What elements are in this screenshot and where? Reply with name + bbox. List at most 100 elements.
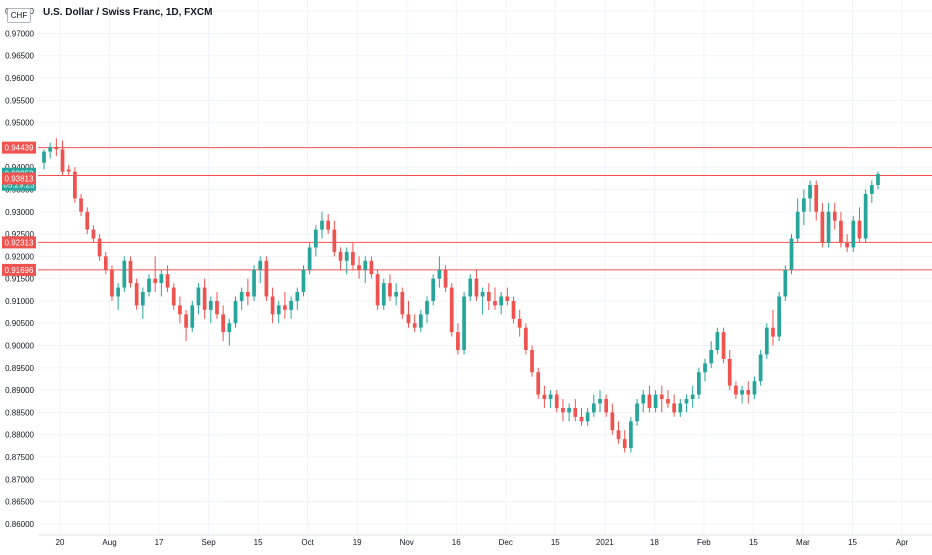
candle [493, 287, 497, 310]
candle [97, 234, 102, 261]
y-tick-label: 0.96500 [5, 52, 34, 61]
candle [270, 287, 275, 324]
candle [647, 385, 652, 413]
candle [246, 278, 250, 306]
candle-body [653, 394, 658, 408]
candle-body [351, 251, 355, 266]
candle-body [684, 399, 689, 404]
x-tick-label: Mar [796, 538, 810, 547]
level-label-bg [2, 172, 36, 185]
candle-body [412, 323, 417, 328]
candle [215, 292, 219, 319]
y-tick-label: 0.89000 [5, 386, 34, 395]
candle [740, 385, 744, 404]
candle-body [190, 305, 195, 328]
candle-body [289, 300, 293, 310]
y-tick-label: 0.86000 [5, 520, 34, 529]
candle-body [462, 296, 466, 350]
candle-body [567, 407, 571, 413]
candle [221, 305, 226, 342]
candle-body [814, 185, 819, 212]
candle-body [122, 260, 127, 288]
candle [208, 296, 213, 324]
candle-body [486, 292, 491, 301]
candle-body [202, 287, 207, 310]
candle-body [832, 211, 837, 221]
level-label-bg [2, 263, 36, 276]
level-label: 0.93813 [2, 172, 36, 185]
candle [147, 274, 151, 297]
candle-body [406, 314, 411, 324]
y-tick-label: 0.90500 [5, 319, 34, 328]
candle [307, 242, 312, 275]
candle-body [301, 269, 306, 293]
candle-body [307, 247, 312, 270]
candle-body [579, 416, 584, 422]
candle [134, 278, 139, 310]
candle [313, 225, 318, 257]
candle [443, 265, 448, 293]
candle-body [771, 327, 775, 337]
candle-body [295, 292, 300, 301]
candle-body [140, 292, 145, 306]
y-tick-label: 0.90000 [5, 342, 34, 351]
candle [517, 309, 522, 337]
candle-body [839, 220, 843, 243]
candle [227, 318, 232, 346]
candle [295, 287, 300, 310]
candle [727, 349, 732, 391]
candle-body [388, 283, 392, 297]
candle [338, 247, 343, 270]
candle [381, 278, 386, 310]
candle-body [764, 327, 769, 355]
candle [567, 403, 571, 422]
candle [153, 256, 158, 293]
candle-body [474, 278, 479, 297]
candle [252, 265, 256, 301]
candle-body [548, 394, 553, 400]
candle-body [103, 256, 108, 270]
candle-body [727, 358, 732, 386]
candle [320, 211, 324, 239]
candle-body [808, 185, 812, 199]
x-tick-label: Apr [896, 538, 909, 547]
candle [616, 421, 621, 444]
candle-body [270, 296, 275, 315]
candle-body [851, 220, 856, 248]
candle [388, 274, 392, 301]
symbol-badge[interactable]: CHF [7, 8, 31, 23]
candle [456, 323, 460, 355]
candle-body [258, 260, 263, 270]
candle [591, 394, 596, 417]
candle-body [678, 403, 683, 413]
x-tick-label: Nov [400, 538, 414, 547]
candle-body [357, 265, 361, 270]
y-tick-label: 0.86500 [5, 498, 34, 507]
candle-body [134, 283, 139, 306]
candle [641, 390, 646, 413]
candle [344, 247, 349, 275]
candle-body [79, 198, 83, 212]
candle-body [530, 349, 534, 373]
candle-body [703, 363, 707, 373]
candle [178, 296, 182, 324]
candle-body [672, 403, 676, 413]
candle-body [221, 314, 226, 333]
candle [48, 142, 53, 159]
candle [190, 300, 195, 333]
candle [511, 296, 516, 324]
price-labels: 0.944390.938130.923130.916960.9385305:29… [2, 141, 36, 276]
candle-body [505, 296, 510, 301]
candle-body [573, 407, 578, 417]
candle-body [629, 421, 633, 449]
candle-body [264, 260, 269, 297]
candle-body [795, 211, 800, 239]
candle-body [758, 354, 763, 382]
candle-body [42, 151, 46, 163]
candle-body [215, 300, 219, 315]
x-tick-label: Sep [201, 538, 216, 547]
candle [431, 274, 436, 306]
candle [808, 180, 812, 212]
